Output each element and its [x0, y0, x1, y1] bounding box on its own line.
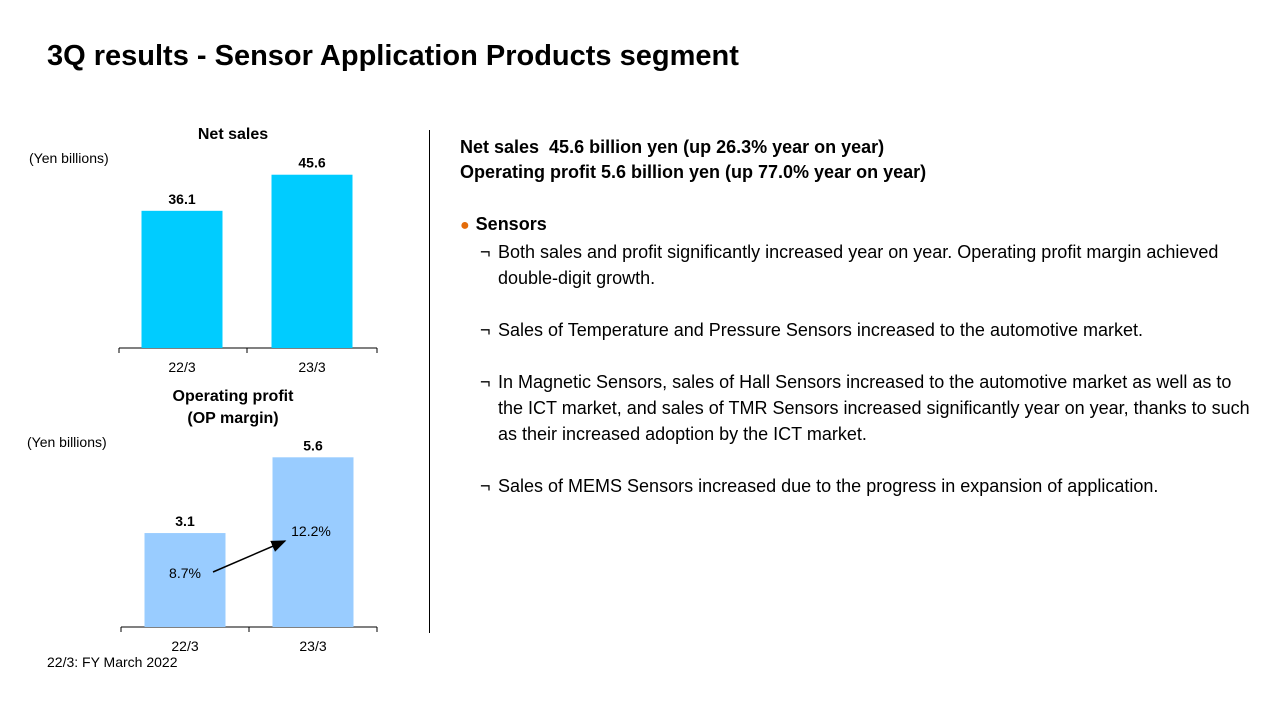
op-profit-tick-label: 22/3 [171, 638, 198, 654]
op-profit-unit-label: (Yen billions) [27, 434, 107, 450]
item-mark-icon: ¬ [480, 242, 491, 262]
op-profit-title-line-2: (OP margin) [187, 410, 279, 427]
list-item-text: Sales of MEMS Sensors increased due to t… [498, 476, 1159, 496]
summary-net-sales: Net sales 45.6 billion yen (up 26.3% yea… [460, 137, 885, 157]
op-profit-tick-label: 23/3 [299, 638, 326, 654]
list-item-text: In Magnetic Sensors, sales of Hall Senso… [498, 372, 1250, 444]
list-item: ¬ Both sales and profit significantly in… [460, 239, 1250, 291]
op-profit-data-label: 3.1 [175, 513, 195, 529]
list-item: ¬ Sales of Temperature and Pressure Sens… [460, 317, 1250, 343]
list-item: ¬ In Magnetic Sensors, sales of Hall Sen… [460, 369, 1250, 447]
net-sales-bar [271, 174, 353, 348]
list-item: ¬ Sales of MEMS Sensors increased due to… [460, 473, 1250, 499]
op-profit-chart-title: Operating profit (OP margin) [133, 386, 333, 430]
section-heading-text: Sensors [475, 214, 547, 234]
op-profit-chart: 3.1 22/3 5.6 23/3 8.7% 12.2% [120, 437, 378, 654]
op-profit-bar [144, 533, 226, 627]
sensors-section: ● Sensors ¬ Both sales and profit signifi… [460, 212, 1250, 525]
page-title: 3Q results - Sensor Application Products… [47, 40, 739, 72]
net-sales-bar [141, 210, 223, 348]
sensor-items-list: ¬ Both sales and profit significantly in… [460, 239, 1250, 499]
net-sales-tick-label: 23/3 [298, 359, 325, 375]
net-sales-data-label: 36.1 [168, 191, 195, 207]
op-margin-label: 12.2% [291, 523, 331, 539]
item-mark-icon: ¬ [480, 372, 491, 392]
net-sales-data-label: 45.6 [298, 155, 325, 171]
bullet-dot-icon: ● [460, 217, 470, 234]
summary-op-profit: Operating profit 5.6 billion yen (up 77.… [460, 162, 927, 182]
list-item-text: Both sales and profit significantly incr… [498, 242, 1219, 288]
item-mark-icon: ¬ [480, 320, 491, 340]
net-sales-unit-label: (Yen billions) [29, 150, 109, 166]
op-profit-title-line-1: Operating profit [172, 388, 294, 405]
section-heading: ● Sensors [460, 212, 1250, 238]
op-margin-label: 8.7% [169, 565, 201, 581]
item-mark-icon: ¬ [480, 476, 491, 496]
vertical-divider [429, 130, 430, 633]
net-sales-chart-title: Net sales [197, 126, 269, 143]
op-margin-arrow [212, 540, 287, 573]
list-item-text: Sales of Temperature and Pressure Sensor… [498, 320, 1144, 340]
footnote: 22/3: FY March 2022 [47, 654, 178, 670]
op-profit-data-label: 5.6 [303, 437, 323, 453]
op-profit-bar [272, 457, 354, 627]
summary: Net sales 45.6 billion yen (up 26.3% yea… [460, 135, 926, 185]
net-sales-chart: 36.1 22/3 45.6 23/3 [118, 155, 378, 375]
net-sales-tick-label: 22/3 [168, 359, 195, 375]
